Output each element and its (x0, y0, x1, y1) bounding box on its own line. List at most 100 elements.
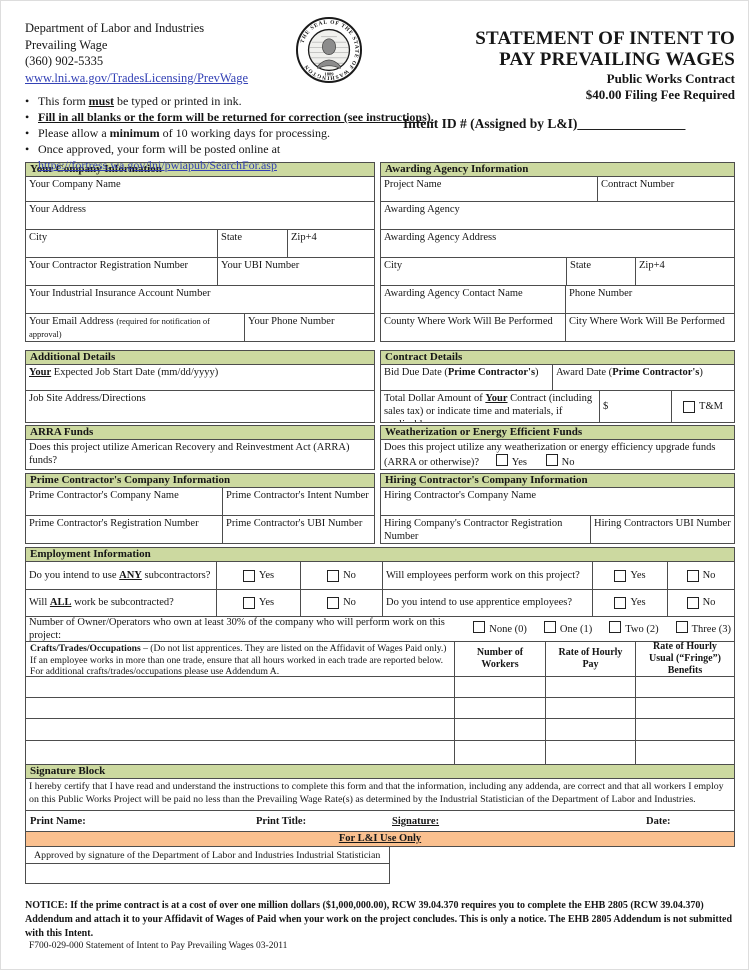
hiring-company-name-field[interactable]: Hiring Contractor's Company Name (380, 487, 735, 516)
hiring-registration-field[interactable]: Hiring Company's Contractor Registration… (380, 515, 591, 544)
crafts-table-header: Crafts/Trades/Occupations – (Do not list… (25, 641, 735, 677)
lni-use-only-bar: For L&I Use Only (25, 831, 735, 847)
craft-pay-cell[interactable] (546, 676, 636, 698)
prime-ubi-field[interactable]: Prime Contractor's UBI Number (223, 515, 375, 544)
email-field[interactable]: Your Email Address (required for notific… (25, 313, 245, 342)
employees-yes-option: Yes (593, 561, 668, 590)
craft-workers-cell[interactable] (455, 718, 546, 741)
form-header: Department of Labor and Industries Preva… (25, 17, 735, 172)
signature-label[interactable]: Signature: (392, 816, 440, 827)
craft-fringe-cell[interactable] (636, 718, 735, 741)
tm-checkbox[interactable] (683, 400, 696, 413)
owners-two-checkbox[interactable] (609, 621, 622, 634)
project-name-field[interactable]: Project Name (380, 176, 598, 202)
prime-company-name-field[interactable]: Prime Contractor's Company Name (25, 487, 223, 516)
ubi-number-field[interactable]: Your UBI Number (218, 257, 375, 286)
bid-due-date-field[interactable]: Bid Due Date (Prime Contractor's) (380, 364, 553, 391)
lni-approval-box: Approved by signature of the Department … (25, 846, 390, 884)
search-link[interactable]: https://fortress.wa.gov/lni/pwiapub/Sear… (38, 158, 277, 173)
agency-contact-field[interactable]: Awarding Agency Contact Name (380, 285, 566, 314)
craft-pay-cell[interactable] (546, 740, 636, 765)
industrial-insurance-field[interactable]: Your Industrial Insurance Account Number (25, 285, 375, 314)
county-work-field[interactable]: County Where Work Will Be Performed (380, 313, 566, 342)
prime-intent-number-field[interactable]: Prime Contractor's Intent Number (223, 487, 375, 516)
apprentice-yes-checkbox[interactable] (614, 597, 627, 609)
craft-workers-cell[interactable] (455, 697, 546, 719)
instruction-item: • Once approved, your form will be poste… (25, 142, 281, 173)
form-number: F700-029-000 Statement of Intent to Pay … (29, 941, 288, 952)
craft-fringe-cell[interactable] (636, 697, 735, 719)
weatherization-no-option: No (545, 454, 574, 468)
subcontractors-no-checkbox[interactable] (327, 569, 340, 582)
craft-fringe-cell[interactable] (636, 676, 735, 698)
print-name-label[interactable]: Print Name: (30, 816, 86, 827)
company-state-field[interactable]: State (218, 229, 288, 258)
craft-workers-cell[interactable] (455, 740, 546, 765)
apprentice-no-option: No (668, 589, 735, 617)
apprentice-yes-option: Yes (593, 589, 668, 617)
company-city-field[interactable]: City (25, 229, 218, 258)
intent-id-field[interactable]: Intent ID # (Assigned by L&I)___________… (403, 115, 686, 131)
section-header: Prime Contractor's Company Information (25, 473, 375, 488)
all-subcontracted-no-checkbox[interactable] (327, 597, 340, 609)
agency-phone-field[interactable]: Phone Number (566, 285, 735, 314)
contractor-registration-field[interactable]: Your Contractor Registration Number (25, 257, 218, 286)
craft-pay-cell[interactable] (546, 697, 636, 719)
section-header: Hiring Contractor's Company Information (380, 473, 735, 488)
job-start-date-field[interactable]: Your Expected Job Start Date (mm/dd/yyyy… (25, 364, 375, 391)
weatherization-question: Does this project utilize any weatheriza… (380, 439, 735, 470)
weatherization-no-checkbox[interactable] (545, 454, 558, 467)
company-name-field[interactable]: Your Company Name (25, 176, 375, 202)
craft-pay-cell[interactable] (546, 718, 636, 741)
intent-id-blank[interactable]: ________________ (577, 115, 686, 131)
instruction-item: • This form must be typed or printed in … (25, 94, 242, 108)
job-site-address-field[interactable]: Job Site Address/Directions (25, 390, 375, 423)
prevwage-link[interactable]: www.lni.wa.gov/TradesLicensing/PrevWage (25, 70, 249, 85)
col-fringe-benefits: Rate of Hourly Usual (“Fringe”) Benefits (636, 641, 735, 677)
section-header: Additional Details (25, 350, 375, 365)
craft-fringe-cell[interactable] (636, 740, 735, 765)
company-address-field[interactable]: Your Address (25, 201, 375, 230)
all-subcontracted-yes-checkbox[interactable] (242, 597, 255, 609)
craft-trade-cell[interactable] (25, 697, 455, 719)
dollar-amount-field[interactable]: $ (600, 390, 672, 423)
subcontractors-yes-checkbox[interactable] (242, 569, 255, 582)
city-work-field[interactable]: City Where Work Will Be Performed (566, 313, 735, 342)
owners-none-checkbox[interactable] (473, 621, 486, 634)
section-hiring-contractor: Hiring Contractor's Company Information … (380, 473, 735, 544)
subcontractors-question: Do you intend to use ANY subcontractors? (25, 561, 217, 590)
date-label[interactable]: Date: (646, 816, 671, 827)
employees-yes-checkbox[interactable] (614, 569, 627, 582)
weatherization-yes-checkbox[interactable] (495, 454, 508, 467)
section-header: Your Company Information (25, 162, 375, 177)
hiring-ubi-field[interactable]: Hiring Contractors UBI Number (591, 515, 735, 544)
contract-number-field[interactable]: Contract Number (598, 176, 735, 202)
agency-city-field[interactable]: City (380, 257, 567, 286)
owners-one-checkbox[interactable] (543, 621, 556, 634)
section-header: Contract Details (380, 350, 735, 365)
agency-address-field[interactable]: Awarding Agency Address (380, 229, 735, 258)
arra-question: Does this project utilize American Recov… (25, 439, 375, 470)
owners-three-checkbox[interactable] (675, 621, 688, 634)
craft-trade-cell[interactable] (25, 740, 455, 765)
bullet-icon: • (25, 110, 30, 125)
craft-row (25, 676, 735, 698)
prime-registration-field[interactable]: Prime Contractor's Registration Number (25, 515, 223, 544)
craft-workers-cell[interactable] (455, 676, 546, 698)
agency-zip-field[interactable]: Zip+4 (636, 257, 735, 286)
employees-no-checkbox[interactable] (686, 569, 699, 582)
phone-field[interactable]: Your Phone Number (245, 313, 375, 342)
all-subcontracted-question: Will ALL work be subcontracted? (25, 589, 217, 617)
award-date-field[interactable]: Award Date (Prime Contractor's) (553, 364, 735, 391)
agency-state-field[interactable]: State (567, 257, 636, 286)
craft-trade-cell[interactable] (25, 718, 455, 741)
apprentice-no-checkbox[interactable] (686, 597, 699, 609)
print-title-label[interactable]: Print Title: (256, 816, 307, 827)
col-rate-of-hourly-pay: Rate of Hourly Pay (546, 641, 636, 677)
section-additional-details: Additional Details Your Expected Job Sta… (25, 350, 375, 423)
employees-no-option: No (668, 561, 735, 590)
company-zip-field[interactable]: Zip+4 (288, 229, 375, 258)
awarding-agency-field[interactable]: Awarding Agency (380, 201, 735, 230)
craft-trade-cell[interactable] (25, 676, 455, 698)
